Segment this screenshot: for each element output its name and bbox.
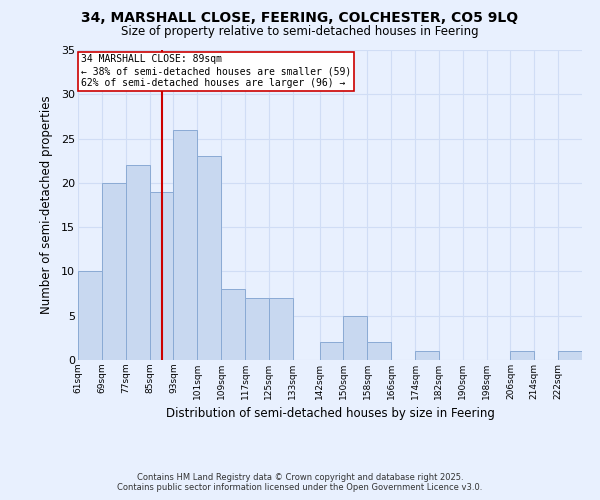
Text: Size of property relative to semi-detached houses in Feering: Size of property relative to semi-detach… — [121, 25, 479, 38]
Text: 34 MARSHALL CLOSE: 89sqm
← 38% of semi-detached houses are smaller (59)
62% of s: 34 MARSHALL CLOSE: 89sqm ← 38% of semi-d… — [81, 54, 351, 88]
Text: Contains HM Land Registry data © Crown copyright and database right 2025.
Contai: Contains HM Land Registry data © Crown c… — [118, 473, 482, 492]
Bar — [126, 165, 149, 360]
Bar — [78, 272, 102, 360]
Bar — [221, 289, 245, 360]
Bar — [415, 351, 439, 360]
Bar — [343, 316, 367, 360]
Bar — [245, 298, 269, 360]
Bar — [367, 342, 391, 360]
Bar — [173, 130, 197, 360]
Bar — [511, 351, 534, 360]
Bar — [269, 298, 293, 360]
X-axis label: Distribution of semi-detached houses by size in Feering: Distribution of semi-detached houses by … — [166, 408, 494, 420]
Bar — [320, 342, 343, 360]
Bar — [102, 183, 126, 360]
Text: 34, MARSHALL CLOSE, FEERING, COLCHESTER, CO5 9LQ: 34, MARSHALL CLOSE, FEERING, COLCHESTER,… — [82, 11, 518, 25]
Y-axis label: Number of semi-detached properties: Number of semi-detached properties — [40, 96, 53, 314]
Bar — [197, 156, 221, 360]
Bar — [149, 192, 173, 360]
Bar — [558, 351, 582, 360]
